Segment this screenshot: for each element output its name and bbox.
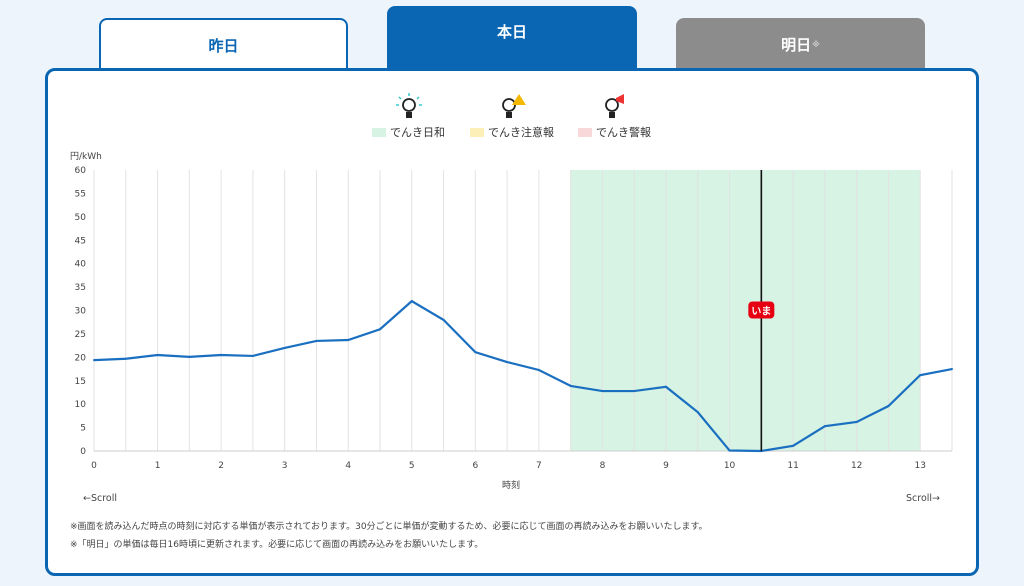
y-tick-label: 35	[75, 283, 86, 293]
data-point	[251, 354, 254, 357]
data-point	[410, 300, 413, 303]
legend-label: でんき警報	[596, 126, 651, 139]
tab-label: 本日	[496, 22, 527, 41]
x-tick-label: 3	[282, 461, 288, 471]
x-tick-label: 13	[914, 461, 925, 471]
note-tomorrow-update: ※「明日」の単価は毎日16時頃に更新されます。必要に応じて画面の再読み込みをお願…	[70, 540, 484, 550]
data-point	[728, 449, 731, 452]
x-tick-label: 0	[91, 461, 97, 471]
data-point	[124, 357, 127, 360]
y-tick-label: 60	[75, 166, 87, 176]
legend-swatch	[470, 127, 484, 137]
tab-label: 明日	[781, 35, 812, 54]
data-point	[347, 339, 350, 342]
data-point	[792, 444, 795, 447]
x-tick-label: 9	[663, 461, 669, 471]
data-point	[537, 368, 540, 371]
y-tick-label: 20	[75, 353, 87, 363]
scroll-left-hint[interactable]: ←Scroll	[83, 493, 118, 504]
x-tick-label: 2	[218, 461, 224, 471]
data-point	[665, 385, 667, 388]
data-point	[474, 351, 477, 354]
y-tick-label: 40	[75, 260, 87, 270]
y-tick-label: 55	[75, 189, 86, 199]
bulb-megaphone-icon	[604, 94, 624, 118]
x-tick-label: 7	[536, 461, 542, 471]
x-tick-label: 12	[851, 461, 862, 471]
data-point	[887, 405, 890, 408]
data-point	[506, 361, 509, 364]
data-point	[919, 374, 922, 377]
bulb-shine-icon	[395, 93, 422, 118]
scroll-right-hint[interactable]: Scroll→	[906, 493, 941, 504]
y-tick-label: 45	[75, 236, 86, 246]
y-tick-label: 25	[75, 330, 86, 340]
price-line	[93, 299, 953, 453]
highlight-band	[570, 170, 921, 451]
x-axis-label: 時刻	[502, 479, 520, 491]
tab-yesterday[interactable]: 昨日	[99, 18, 348, 70]
data-point	[601, 390, 604, 393]
x-tick-label: 8	[600, 461, 606, 471]
data-point	[156, 353, 159, 356]
legend-item-denki-keiho: でんき警報	[578, 92, 651, 140]
note-reload: ※画面を読み込んだ時点の時刻に対応する単価が表示されております。30分ごとに単価…	[70, 522, 708, 532]
data-point	[633, 390, 636, 393]
y-tick-label: 5	[80, 424, 86, 434]
data-point	[315, 339, 318, 342]
x-tick-label: 6	[472, 461, 478, 471]
data-point	[379, 328, 381, 331]
x-tick-label: 5	[409, 461, 415, 471]
data-point	[283, 346, 286, 349]
y-tick-label: 10	[75, 400, 87, 410]
legend-swatch	[372, 127, 386, 137]
data-point	[220, 353, 223, 356]
y-tick-label: 15	[75, 377, 86, 387]
data-point	[823, 425, 826, 428]
data-point	[951, 368, 953, 371]
data-point	[188, 355, 191, 358]
data-point	[442, 318, 445, 321]
data-point	[696, 411, 699, 414]
data-point	[855, 420, 858, 423]
bulb-warning-icon	[502, 94, 526, 118]
x-tick-label: 1	[155, 461, 161, 471]
data-point	[569, 384, 572, 387]
tab-tomorrow[interactable]: 明日 ※	[676, 18, 925, 70]
y-axis-label: 円/kWh	[70, 151, 102, 162]
now-badge-label: いま	[751, 306, 771, 318]
tab-today[interactable]: 本日	[387, 6, 637, 70]
x-tick-label: 10	[724, 461, 736, 471]
now-badge	[748, 301, 775, 319]
legend-swatch	[578, 127, 592, 137]
legend-item-denki-biyori: でんき日和	[372, 92, 445, 140]
legend-label: でんき注意報	[488, 126, 554, 139]
data-point	[93, 359, 95, 362]
y-tick-label: 0	[80, 447, 86, 457]
tab-note-mark: ※	[812, 39, 820, 49]
x-tick-label: 4	[345, 461, 351, 471]
y-tick-label: 50	[75, 213, 87, 223]
x-tick-label: 11	[787, 461, 798, 471]
legend-label: でんき日和	[390, 126, 445, 139]
legend-item-denki-chuiho: でんき注意報	[470, 92, 554, 140]
tab-label: 昨日	[208, 36, 239, 55]
y-tick-label: 30	[75, 307, 87, 317]
